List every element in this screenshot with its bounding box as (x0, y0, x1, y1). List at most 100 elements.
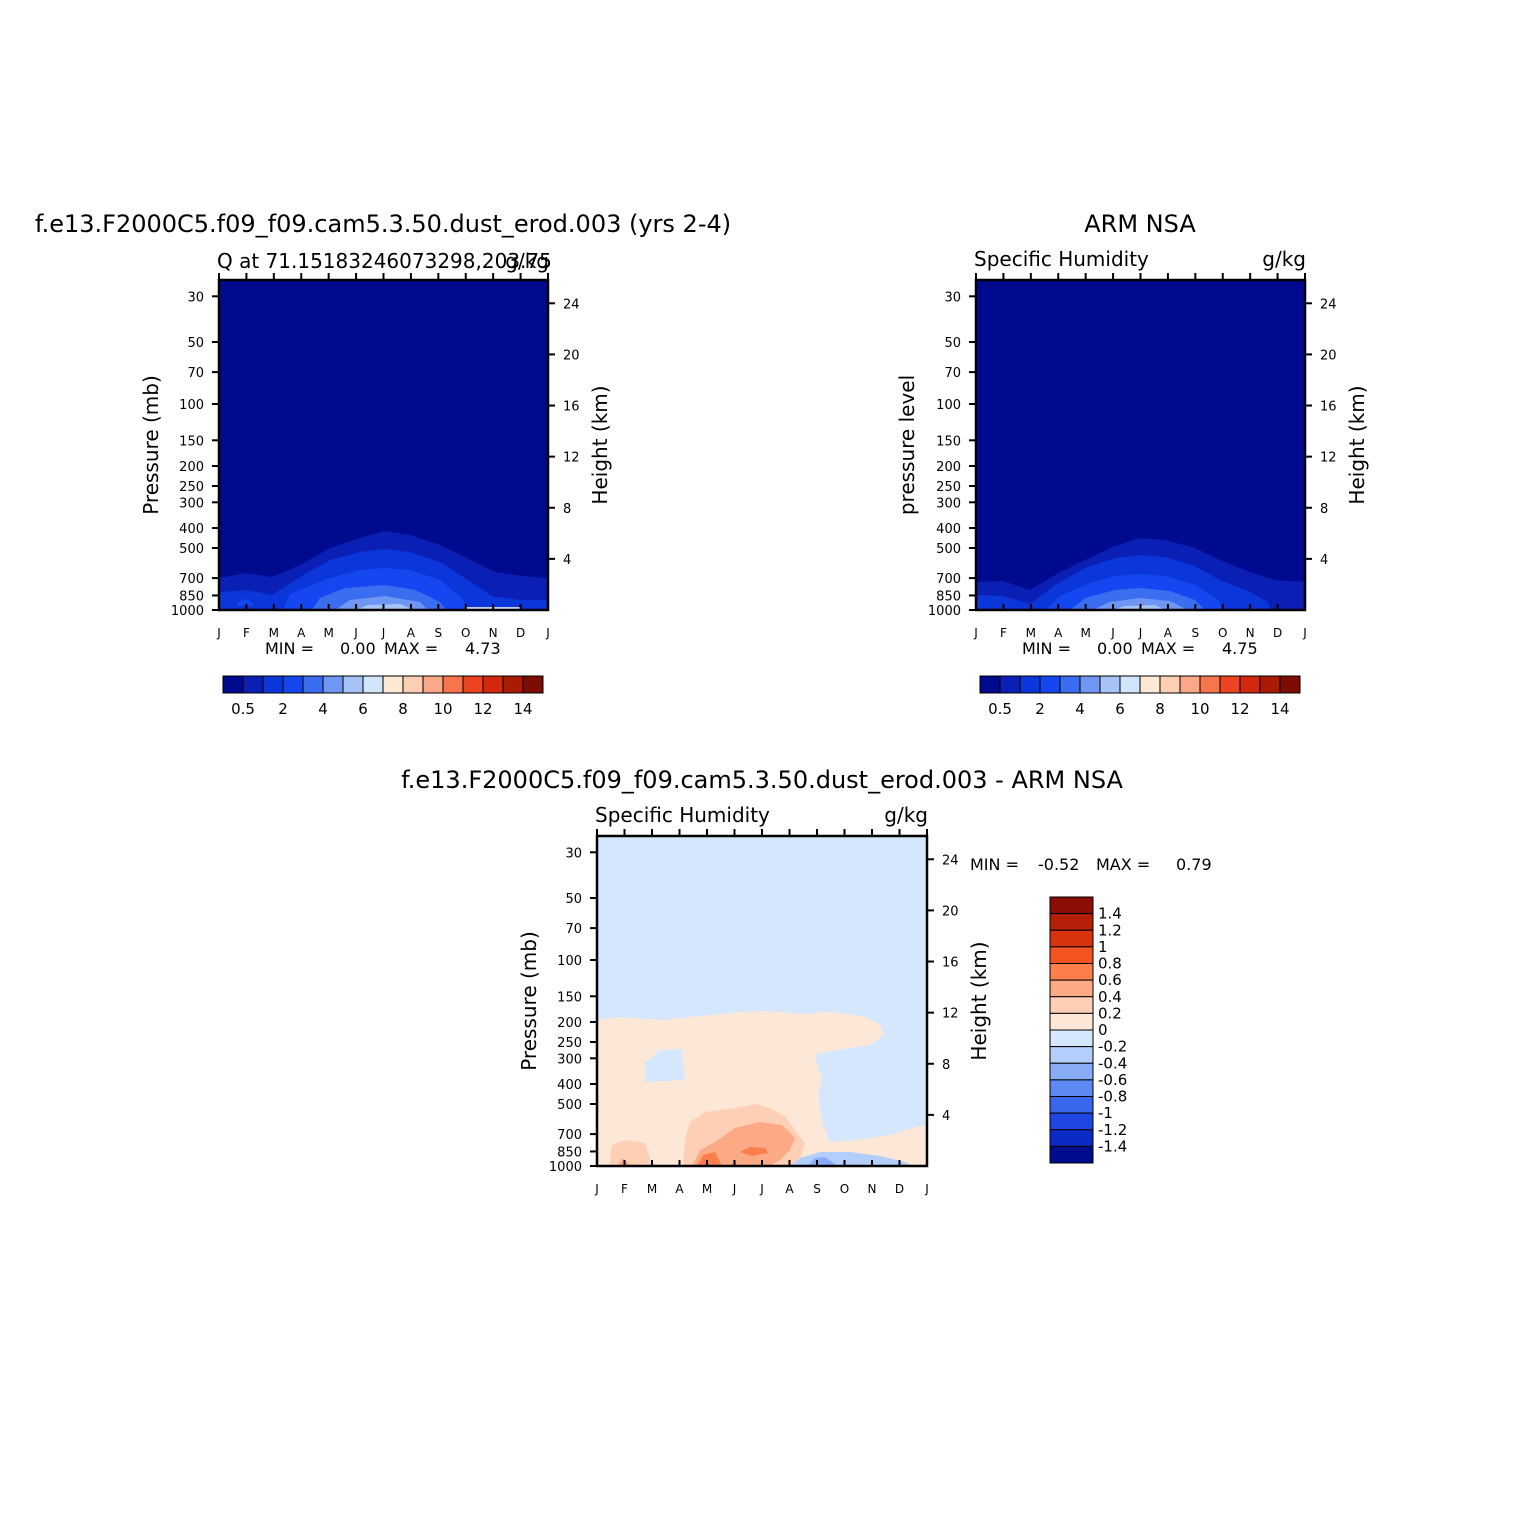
max-value: 4.75 (1222, 639, 1258, 658)
y2-tick-label: 20 (563, 348, 580, 363)
y2-tick-label: 4 (942, 1109, 950, 1124)
x-tick-label: J (924, 1182, 929, 1196)
colorbar-label: 0 (1098, 1021, 1108, 1039)
colorbar-box (1219, 675, 1241, 694)
x-tick-label: M (323, 626, 333, 640)
max-label: MAX = (1141, 639, 1195, 658)
y-tick-label: 300 (936, 496, 961, 511)
colorbar-label: 0.5 (988, 700, 1012, 718)
colorbar-box (482, 675, 504, 694)
stats-line: MIN = 0.00 MAX = 4.75 (1022, 639, 1258, 658)
colorbar-box (1239, 675, 1261, 694)
y-tick-label: 300 (557, 1052, 582, 1067)
colorbar-box (1159, 675, 1181, 694)
colorbar-box (1279, 675, 1301, 694)
y-tick-label: 400 (557, 1078, 582, 1093)
min-value: -0.52 (1038, 855, 1079, 874)
x-tick-label: O (1218, 626, 1227, 640)
colorbar-label: -1.2 (1098, 1121, 1127, 1139)
colorbar-label: -0.6 (1098, 1071, 1127, 1089)
y-tick-label: 30 (944, 290, 961, 305)
y2-axis-label: Height (km) (967, 941, 991, 1060)
colorbar-box (1049, 1062, 1094, 1081)
min-label: MIN = (1022, 639, 1071, 658)
x-tick-label: S (435, 626, 443, 640)
panel-units: g/kg (1262, 247, 1306, 271)
y2-tick-label: 4 (563, 553, 571, 568)
colorbar-label: 10 (1190, 700, 1209, 718)
x-tick-label: A (1164, 626, 1173, 640)
y-axis-height: 24 20 16 12 8 4 (548, 297, 580, 568)
x-tick-label: N (1246, 626, 1255, 640)
y2-tick-label: 24 (942, 853, 959, 868)
colorbar-label: 1.4 (1098, 905, 1122, 923)
x-tick-label: J (381, 626, 386, 640)
y-tick-label: 500 (179, 542, 204, 557)
colorbar-box (1039, 675, 1061, 694)
colorbar: 1.41.210.80.60.40.20-0.2-0.4-0.6-0.8-1-1… (1049, 896, 1127, 1164)
y-tick-label: 200 (936, 460, 961, 475)
y-tick-label: 700 (936, 572, 961, 587)
colorbar-label: 0.8 (1098, 955, 1122, 973)
x-tick-label: J (594, 1182, 599, 1196)
contour-field (597, 836, 927, 1166)
colorbar-label: -1 (1098, 1104, 1113, 1122)
contour-field (219, 280, 548, 610)
colorbar-box (322, 675, 344, 694)
x-tick-label: J (1110, 626, 1115, 640)
colorbar-box (282, 675, 304, 694)
x-tick-label: F (621, 1182, 628, 1196)
panel-difference: f.e13.F2000C5.f09_f09.cam5.3.50.dust_ero… (401, 766, 1212, 1196)
colorbar-box (1019, 675, 1041, 694)
colorbar-label: 12 (473, 700, 492, 718)
colorbar-box (1049, 1129, 1094, 1147)
colorbar-box (1259, 675, 1281, 694)
panel-model: f.e13.F2000C5.f09_f09.cam5.3.50.dust_ero… (35, 210, 731, 718)
colorbar-box (1099, 675, 1121, 694)
min-value: 0.00 (340, 639, 376, 658)
colorbar-label: 14 (1270, 700, 1289, 718)
y-tick-label: 1000 (171, 604, 204, 619)
y-tick-label: 30 (187, 290, 204, 305)
y-tick-label: 300 (179, 496, 204, 511)
colorbar-box (1049, 1145, 1094, 1164)
colorbar-box (1049, 979, 1094, 998)
y2-tick-label: 20 (1320, 348, 1337, 363)
colorbar-box (1049, 1096, 1094, 1114)
y-tick-label: 50 (565, 892, 582, 907)
panel-subtitle: Specific Humidity (595, 803, 770, 827)
colorbar-box (1049, 946, 1094, 964)
y-tick-label: 150 (936, 434, 961, 449)
colorbar-box (342, 675, 364, 694)
contour-fill-negative-mid (808, 1157, 838, 1166)
panel-units: g/kg (505, 249, 549, 273)
colorbar-box (1049, 963, 1094, 981)
x-tick-label: A (407, 626, 416, 640)
y-tick-label: 400 (179, 522, 204, 537)
colorbar-label: 10 (433, 700, 452, 718)
y-tick-label: 100 (936, 398, 961, 413)
y2-tick-label: 24 (1320, 297, 1337, 312)
y2-tick-label: 8 (942, 1058, 950, 1073)
panel-title: ARM NSA (1084, 210, 1196, 238)
y2-tick-label: 16 (942, 956, 959, 971)
x-tick-label: J (1138, 626, 1143, 640)
colorbar-box (1049, 1079, 1094, 1097)
x-tick-label: M (702, 1182, 712, 1196)
colorbar-box (382, 675, 404, 694)
panel-title: f.e13.F2000C5.f09_f09.cam5.3.50.dust_ero… (401, 766, 1123, 794)
y-tick-label: 500 (557, 1098, 582, 1113)
x-tick-label: J (1302, 626, 1307, 640)
y2-tick-label: 8 (1320, 502, 1328, 517)
colorbar-label: 2 (1035, 700, 1045, 718)
colorbar-box (1049, 1112, 1094, 1131)
x-tick-label: A (785, 1182, 794, 1196)
colorbar-box (522, 675, 544, 694)
colorbar-label: 4 (318, 700, 328, 718)
colorbar: 0.5 2 4 6 8 10 12 14 (222, 675, 544, 718)
colorbar-box (1049, 1029, 1094, 1048)
x-tick-label: F (243, 626, 250, 640)
